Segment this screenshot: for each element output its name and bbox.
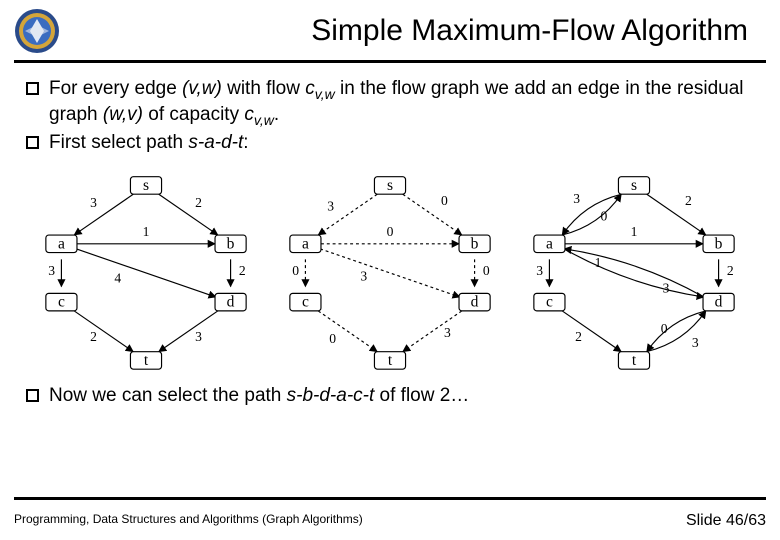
bullet-3: Now we can select the path s-b-d-a-c-t o… — [26, 384, 754, 409]
content: For every edge (v,w) with flow cv,w in t… — [0, 63, 780, 408]
svg-text:3: 3 — [573, 191, 580, 206]
svg-text:3: 3 — [195, 329, 202, 344]
svg-text:b: b — [715, 235, 723, 252]
svg-text:3: 3 — [327, 198, 334, 213]
svg-text:3: 3 — [663, 280, 670, 295]
svg-text:c: c — [302, 293, 309, 310]
footer-rule — [14, 497, 766, 500]
svg-text:t: t — [388, 352, 393, 369]
svg-text:s: s — [143, 177, 149, 194]
svg-text:c: c — [58, 293, 65, 310]
bullet-icon — [26, 82, 39, 95]
svg-text:s: s — [387, 177, 393, 194]
svg-text:3: 3 — [48, 263, 55, 278]
bullet-icon — [26, 136, 39, 149]
svg-text:t: t — [144, 352, 149, 369]
svg-text:c: c — [546, 293, 553, 310]
svg-text:0: 0 — [292, 263, 299, 278]
svg-text:3: 3 — [536, 263, 543, 278]
text: First select path — [49, 132, 188, 153]
svg-text:a: a — [58, 235, 65, 252]
svg-text:2: 2 — [685, 193, 692, 208]
flow-graph: 3 0 0 0 3 0 0 3 s a b c d t — [271, 166, 509, 376]
svg-text:1: 1 — [595, 255, 602, 270]
svg-text:a: a — [546, 235, 553, 252]
svg-text:1: 1 — [143, 224, 150, 239]
text: For every edge — [49, 78, 182, 99]
svg-text:a: a — [302, 235, 309, 252]
text: with flow — [227, 78, 305, 99]
svg-text:d: d — [715, 293, 723, 310]
svg-text:d: d — [227, 293, 235, 310]
svg-text:0: 0 — [441, 193, 448, 208]
flow-graph: 3 2 1 3 4 2 2 3 s a b c d t — [27, 166, 265, 376]
path-1: s-a-d-t — [188, 132, 243, 153]
svg-text:0: 0 — [329, 331, 336, 346]
svg-text:2: 2 — [239, 263, 246, 278]
svg-text:2: 2 — [727, 263, 734, 278]
flow-graph: 2 1 3 2 2 3 0 1 3 0 3 s a b c d t — [515, 166, 753, 376]
svg-text:b: b — [227, 235, 235, 252]
svg-text:3: 3 — [90, 194, 97, 209]
edge-wv: (w,v) — [103, 104, 143, 125]
svg-text:4: 4 — [114, 270, 121, 285]
svg-text:0: 0 — [600, 208, 607, 223]
text: Now we can select the path — [49, 385, 287, 406]
text: of flow 2… — [380, 385, 470, 406]
svg-text:b: b — [471, 235, 479, 252]
bullet-2: First select path s-a-d-t: — [26, 131, 754, 156]
page-title: Simple Maximum-Flow Algorithm — [74, 14, 748, 48]
svg-text:2: 2 — [90, 329, 97, 344]
footer-right: Slide 46/63 — [686, 512, 766, 530]
logo — [14, 8, 60, 54]
svg-text:3: 3 — [360, 268, 367, 283]
footer: Programming, Data Structures and Algorit… — [14, 512, 766, 530]
footer-left: Programming, Data Structures and Algorit… — [14, 512, 363, 530]
text: c — [244, 104, 254, 125]
svg-text:d: d — [471, 293, 479, 310]
graphs-row: 3 2 1 3 4 2 2 3 s a b c d t 3 0 0 0 3 0 0 3 s a b c d t 2 1 3 2 2 3 0 1 3 0 3 s… — [26, 166, 754, 376]
text: v,w — [315, 86, 335, 102]
svg-text:0: 0 — [483, 263, 490, 278]
svg-text:3: 3 — [692, 334, 699, 349]
svg-text:3: 3 — [444, 325, 451, 340]
svg-text:s: s — [631, 177, 637, 194]
svg-text:2: 2 — [575, 329, 582, 344]
svg-text:t: t — [632, 352, 637, 369]
text: of capacity — [148, 104, 244, 125]
bullet-1: For every edge (v,w) with flow cv,w in t… — [26, 77, 754, 129]
text: v,w — [254, 112, 274, 128]
svg-text:2: 2 — [195, 194, 202, 209]
header: Simple Maximum-Flow Algorithm — [0, 0, 780, 58]
svg-text:0: 0 — [387, 224, 394, 239]
svg-text:0: 0 — [661, 321, 668, 336]
edge-vw: (v,w) — [182, 78, 222, 99]
bullet-icon — [26, 389, 39, 402]
path-2: s-b-d-a-c-t — [287, 385, 375, 406]
svg-text:1: 1 — [631, 224, 638, 239]
text: c — [305, 78, 315, 99]
